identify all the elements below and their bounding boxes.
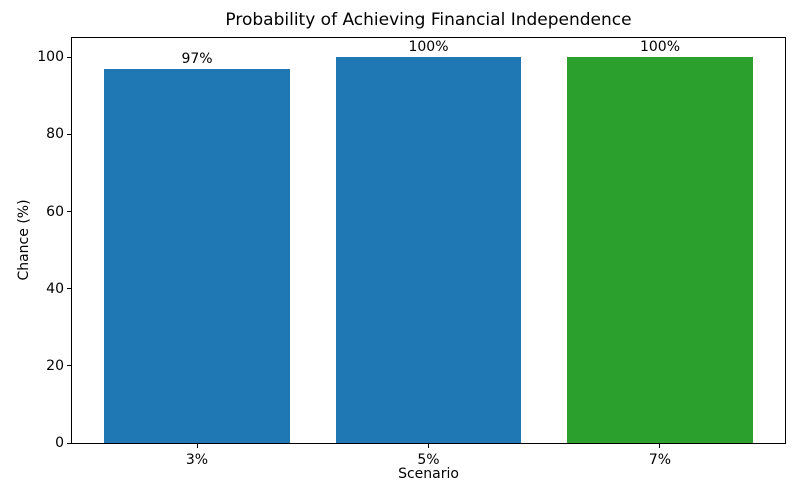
- x-tick-label-5%: 5%: [417, 452, 440, 468]
- bar-value-label-3%: 97%: [181, 50, 213, 67]
- y-tick-label-0: 0: [55, 435, 64, 451]
- plot-area: 97% 100% 100%: [71, 37, 786, 444]
- y-tick-label-100: 100: [37, 49, 64, 66]
- chart-title: Probability of Achieving Financial Indep…: [225, 10, 632, 30]
- y-tick-label-60: 60: [46, 203, 64, 220]
- bar-value-label-5%: 100%: [408, 39, 449, 56]
- y-tick-mark-20: [67, 365, 71, 367]
- y-tick-label-20: 20: [46, 357, 64, 374]
- y-tick-label-40: 40: [46, 280, 64, 297]
- y-tick-mark-60: [67, 211, 71, 213]
- bar-5%: [335, 57, 522, 443]
- bar-3%: [104, 68, 290, 443]
- x-tick-label-3%: 3%: [185, 452, 209, 468]
- x-tick-mark-5%: [428, 444, 429, 448]
- x-tick-mark-3%: [196, 444, 198, 448]
- y-tick-mark-100: [67, 56, 71, 58]
- y-tick-mark-80: [67, 133, 71, 135]
- x-tick-label-7%: 7%: [648, 452, 672, 468]
- y-tick-mark-0: [67, 442, 71, 444]
- x-axis-label: Scenario: [398, 466, 459, 482]
- x-tick-mark-7%: [659, 444, 661, 448]
- bar-7%: [567, 57, 753, 443]
- y-tick-mark-40: [67, 288, 71, 290]
- y-tick-label-80: 80: [46, 126, 64, 143]
- bar-value-label-7%: 100%: [639, 39, 680, 56]
